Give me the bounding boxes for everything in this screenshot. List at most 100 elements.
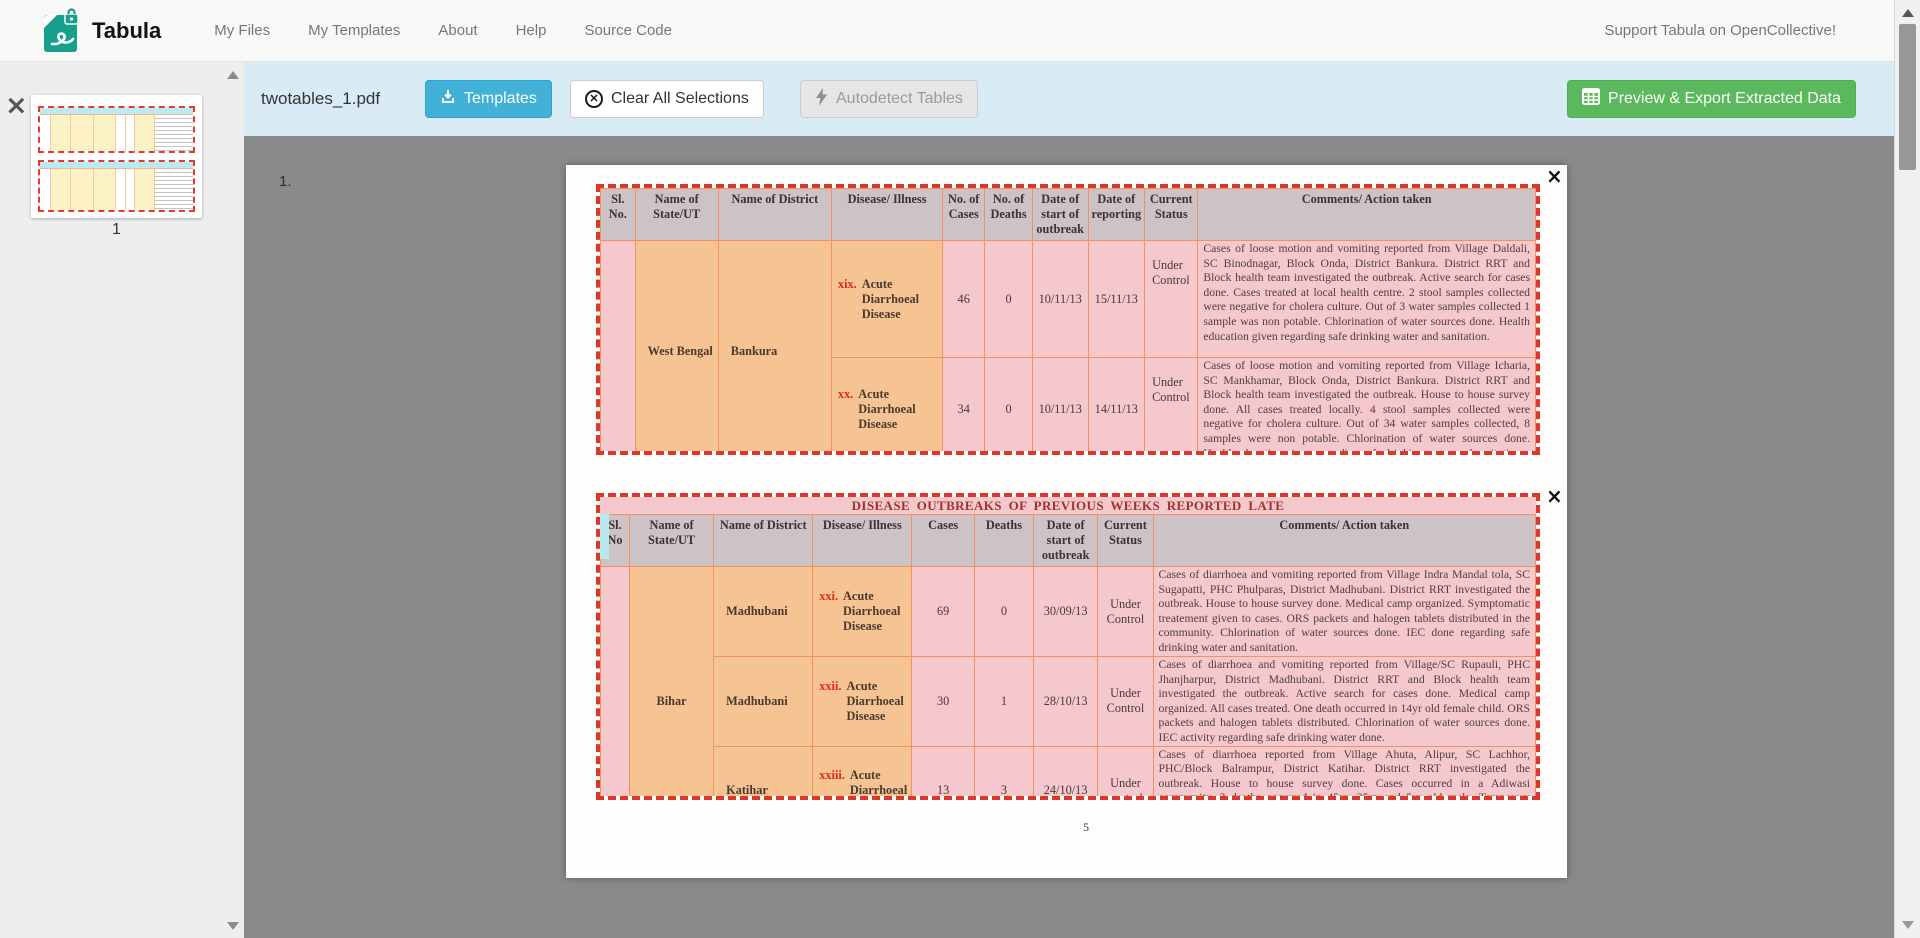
cell-disease: xxi. Acute Diarrhoeal Disease: [812, 566, 913, 657]
brand-title: Tabula: [92, 17, 162, 43]
templates-button-label: Templates: [464, 90, 537, 107]
sidebar-scroll-up-icon[interactable]: [227, 71, 239, 79]
column-header: Name of State/UT: [634, 188, 719, 241]
cell-start-date: 28/10/13: [1032, 656, 1099, 747]
pdf-view-area: 1. Sl. No. Name of State/UT Name of Dist…: [244, 136, 1894, 938]
window-scrollbar[interactable]: [1894, 0, 1920, 938]
cell-deaths: 0: [984, 356, 1033, 451]
thumbnail-selection-1: [38, 106, 195, 153]
delete-page-button[interactable]: ×: [5, 90, 28, 121]
nav-my-templates[interactable]: My Templates: [308, 22, 401, 39]
column-header: Date of reporting: [1087, 188, 1146, 241]
cell-serial-no: [600, 239, 636, 451]
export-button-label: Preview & Export Extracted Data: [1608, 90, 1841, 107]
cell-report-date: 15/11/13: [1087, 240, 1146, 358]
sidebar-scroll-down-icon[interactable]: [227, 922, 239, 930]
disease-outbreaks-table-2: Sl. No Name of State/UT Name of District…: [600, 514, 1536, 796]
top-navbar: Tabula My Files My Templates About Help …: [0, 0, 1894, 62]
cell-serial-no: [600, 565, 630, 796]
page-1-thumbnail[interactable]: [31, 95, 202, 218]
cell-start-date: 30/09/13: [1032, 566, 1099, 657]
autodetect-tables-button[interactable]: Autodetect Tables: [800, 80, 978, 118]
templates-button[interactable]: Templates: [425, 80, 552, 118]
cell-state: Bihar: [628, 565, 715, 796]
cell-disease: xxii. Acute Diarrhoeal Disease: [812, 656, 913, 747]
table-selection-2[interactable]: DISEASE OUTBREAKS OF PREVIOUS WEEKS REPO…: [596, 493, 1540, 800]
table-row: Bihar Madhubani xxi. Acute Diarrhoeal Dis…: [600, 565, 1536, 796]
spreadsheet-icon: [1582, 88, 1601, 110]
cell-state: West Bengal: [634, 239, 719, 451]
cell-cases: 46: [942, 240, 986, 358]
column-header: Name of District: [717, 188, 832, 241]
toolbar: twotables_1.pdf Templates ✕ Clear All Se…: [244, 62, 1894, 136]
cell-deaths: 0: [984, 240, 1033, 358]
cell-cases: 34: [942, 356, 986, 451]
brand[interactable]: Tabula: [42, 7, 162, 54]
nav-source-code[interactable]: Source Code: [584, 22, 672, 39]
cell-cases: 30: [911, 656, 975, 747]
cell-status: Under control: [1097, 745, 1154, 796]
cell-cases: 69: [911, 566, 975, 657]
cell-start-date: 24/10/13: [1032, 745, 1099, 796]
column-header: Date of start of outbreak: [1032, 514, 1099, 567]
column-header: Name of District: [713, 514, 814, 567]
cell-comments: Cases of loose motion and vomiting repor…: [1197, 356, 1536, 451]
column-header: Disease/ Illness: [812, 514, 913, 567]
column-header: Current Status: [1144, 188, 1199, 241]
circle-x-icon: ✕: [585, 90, 603, 108]
open-filename: twotables_1.pdf: [261, 89, 381, 108]
tabula-pdf-lock-icon: [42, 7, 82, 54]
nav-about[interactable]: About: [438, 22, 478, 39]
selection-2-close-icon[interactable]: ×: [1546, 484, 1563, 508]
clear-button-label: Clear All Selections: [611, 90, 749, 107]
column-header: Sl. No.: [600, 188, 636, 241]
cell-cases: 13: [911, 745, 975, 796]
column-header: Cases: [911, 514, 975, 567]
cell-deaths: 0: [973, 566, 1034, 657]
cell-status: Under Control: [1097, 656, 1154, 747]
cell-status: Under Control: [1097, 566, 1154, 657]
cell-disease: xix. Acute Diarrhoeal Disease: [830, 240, 944, 358]
cell-deaths: 1: [973, 656, 1034, 747]
cell-comments: Cases of diarrhoea reported from Village…: [1152, 745, 1536, 796]
cell-comments: Cases of diarrhoea and vomiting reported…: [1152, 656, 1536, 747]
table-selection-1[interactable]: Sl. No. Name of State/UT Name of Distric…: [596, 184, 1540, 455]
support-link[interactable]: Support Tabula on OpenCollective!: [1604, 22, 1836, 39]
table-row: xx. Acute Diarrhoeal Disease 34 0 10/11/1…: [601, 356, 1536, 451]
preview-export-button[interactable]: Preview & Export Extracted Data: [1567, 80, 1856, 118]
scrollbar-thumb[interactable]: [1899, 24, 1916, 170]
thumbnail-selection-2: [38, 160, 195, 212]
cell-start-date: 10/11/13: [1031, 356, 1089, 451]
scrollbar-up-icon[interactable]: [1902, 9, 1914, 17]
column-header: Date of start of outbreak: [1031, 188, 1089, 241]
selection-1-close-icon[interactable]: ×: [1546, 164, 1563, 188]
column-header: Name of State/UT: [628, 514, 715, 567]
page-thumbnails-sidebar: × 1: [0, 62, 244, 938]
templates-save-icon: [440, 89, 456, 110]
column-header: Comments/ Action taken: [1197, 188, 1536, 241]
cell-comments: Cases of loose motion and vomiting repor…: [1197, 240, 1536, 358]
pdf-page-1[interactable]: Sl. No. Name of State/UT Name of Distric…: [566, 165, 1567, 878]
scrollbar-down-icon[interactable]: [1902, 921, 1914, 929]
disease-outbreaks-table-1: Sl. No. Name of State/UT Name of Distric…: [600, 188, 1536, 451]
table-2-header-row: Sl. No Name of State/UT Name of District…: [600, 514, 1536, 567]
table-row: West Bengal Bankura xix. Acute Diarrhoeal…: [600, 239, 1536, 451]
table-2-title: DISEASE OUTBREAKS OF PREVIOUS WEEKS REPO…: [600, 497, 1536, 514]
clear-all-selections-button[interactable]: ✕ Clear All Selections: [570, 80, 764, 118]
unselected-header-sliver: [600, 514, 609, 559]
cell-district: Katihar: [713, 745, 814, 796]
cell-disease: xx. Acute Diarrhoeal Disease: [830, 356, 944, 451]
nav-links: My Files My Templates About Help Source …: [195, 22, 691, 39]
pdf-footer-page-number: 5: [1083, 820, 1089, 834]
cell-district: Bankura: [717, 239, 832, 451]
cell-comments: Cases of diarrhoea and vomiting reported…: [1152, 566, 1536, 657]
autodetect-button-label: Autodetect Tables: [836, 90, 963, 107]
cell-start-date: 10/11/13: [1031, 240, 1089, 358]
nav-my-files[interactable]: My Files: [214, 22, 271, 39]
table-row: Katihar xxiii.Acute Diarrhoeal Disease 1…: [601, 745, 1536, 796]
table-row: Madhubani xxii. Acute Diarrhoeal Disease …: [601, 656, 1536, 747]
column-header: No. of Cases: [942, 188, 986, 241]
nav-help[interactable]: Help: [515, 22, 547, 39]
cell-report-date: 14/11/13: [1087, 356, 1146, 451]
cell-district: Madhubani: [713, 656, 814, 747]
